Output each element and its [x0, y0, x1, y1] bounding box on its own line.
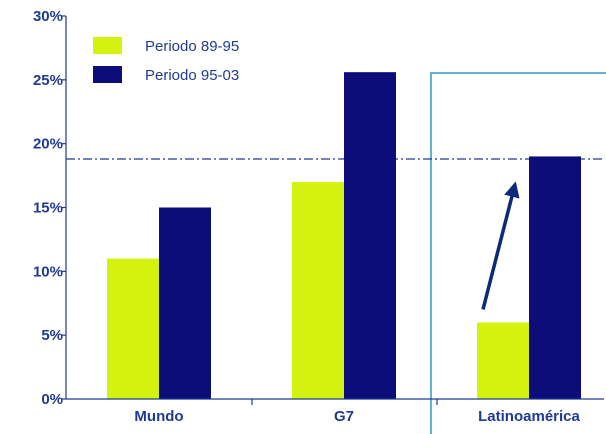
- bar-1-g7: [292, 181, 344, 399]
- bar-1-latinoam-rica: [477, 322, 529, 399]
- category-label: Mundo: [134, 408, 183, 425]
- legend-label-2: Periodo 95-03: [145, 67, 239, 84]
- legend-swatch-2: [93, 66, 122, 83]
- bar-1-mundo: [107, 258, 159, 399]
- bar-2-mundo: [159, 207, 211, 399]
- highlight-box: [430, 72, 606, 434]
- category-label: Latinoamérica: [478, 408, 580, 425]
- y-tick-label: 10%: [33, 263, 63, 280]
- category-label: G7: [334, 408, 354, 425]
- y-tick-label: 5%: [41, 327, 63, 344]
- y-tick-label: 0%: [41, 391, 63, 408]
- y-tick-label: 20%: [33, 136, 63, 153]
- trend-arrow: [481, 181, 520, 310]
- legend-swatch-1: [93, 37, 122, 54]
- y-tick-label: 25%: [33, 72, 63, 89]
- bar-2-g7: [344, 72, 396, 399]
- bar-2-latinoam-rica: [529, 156, 581, 399]
- legend-label-1: Periodo 89-95: [145, 38, 239, 55]
- y-tick-label: 30%: [33, 8, 63, 25]
- y-tick-label: 15%: [33, 200, 63, 217]
